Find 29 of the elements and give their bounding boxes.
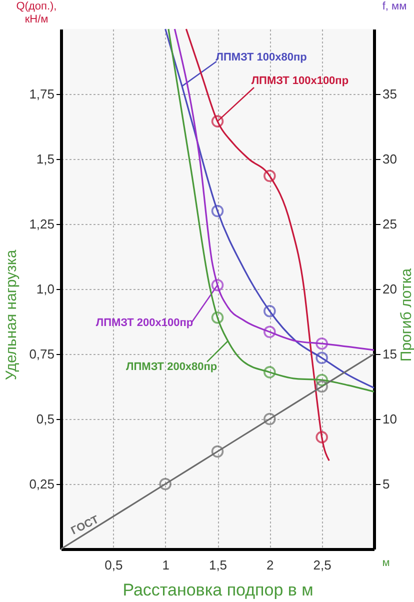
- x-axis-title: Расстановка подпор в м: [122, 580, 314, 600]
- y-tick-label: 0,25: [29, 476, 54, 492]
- y-tick-label: 0,75: [29, 346, 54, 362]
- y-tick-label: 1,5: [36, 152, 54, 166]
- y-tick-label: 1,25: [29, 216, 54, 232]
- text: ЛПМЗТ 100x100пр: [251, 75, 349, 87]
- x-tick-label: 1: [162, 558, 170, 572]
- text: Удельная нагрузка: [3, 249, 20, 380]
- x-tick-label: 2: [266, 558, 274, 572]
- y2-tick-label: 20: [382, 282, 397, 296]
- y-tick-label: 1,0: [36, 282, 54, 296]
- y-tick-label: 0,5: [36, 412, 54, 426]
- y2-axis-title: f, мм: [382, 0, 407, 12]
- y2-tick-label: 25: [382, 216, 397, 232]
- y-axis-title: Q(доп.), кН/м: [16, 0, 57, 26]
- y2-tick-label: 5: [382, 476, 390, 492]
- y2-tick-label: 10: [382, 412, 397, 426]
- y-tick-label: 1,75: [29, 86, 54, 102]
- x-tick-label: 0,5: [104, 558, 123, 572]
- text: ЛПМЗТ 200x100пр: [96, 316, 194, 329]
- text: Прогиб лотка: [398, 268, 414, 362]
- legend-label: ЛПМЗТ 200x80пр: [126, 361, 218, 373]
- text: м: [382, 557, 390, 569]
- y2-tick-label: 30: [382, 152, 397, 166]
- text: ЛПМЗТ 100x80пр: [216, 52, 308, 64]
- y2-tick-label: 15: [382, 346, 397, 362]
- x-tick-label: 2,5: [313, 558, 332, 572]
- y2-tick-label: 35: [382, 86, 397, 102]
- x-tick-label: 1,5: [208, 558, 228, 572]
